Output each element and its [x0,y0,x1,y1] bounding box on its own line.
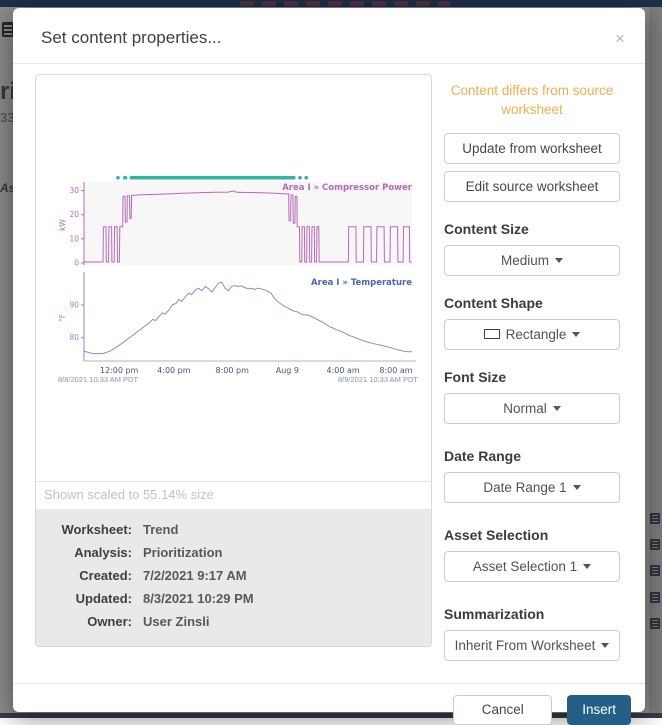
chart-end-timestamp: 8/9/2021 10:33 AM PDT [338,375,418,384]
svg-text:30: 30 [69,186,79,195]
background-tool-icon [650,513,660,524]
meta-row-worksheet: Worksheet: Trend [36,518,431,541]
meta-row-created: Created: 7/2/2021 9:17 AM [36,564,431,587]
background-tool-icon [650,618,660,629]
meta-value: 7/2/2021 9:17 AM [143,564,247,587]
edit-source-worksheet-button[interactable]: Edit source worksheet [444,171,620,202]
meta-row-updated: Updated: 8/3/2021 10:29 PM [36,587,431,610]
date-range-field: Date Range Date Range 1 [444,448,620,503]
caret-down-icon [601,643,609,648]
date-range-label: Date Range [444,448,620,464]
content-differs-warning: Content differs from source worksheet [448,82,616,120]
insert-button[interactable]: Insert [567,695,631,725]
font-size-field: Font Size Normal [444,369,620,424]
background-tool-icon [650,565,660,576]
chart-start-timestamp: 8/8/2021 10:33 AM PDT [58,375,138,384]
svg-text:Aug 9: Aug 9 [276,366,299,375]
meta-label: Worksheet: [36,518,143,541]
meta-value: Trend [143,518,178,541]
caret-down-icon [553,406,561,411]
preview-chart-temperature: 80 90°F 12:00 pm 4:00 pm 8:00 pm Aug 9 4:00 am… [58,269,418,379]
meta-row-analysis: Analysis: Prioritization [36,541,431,564]
meta-value: 8/3/2021 10:29 PM [143,587,254,610]
content-size-label: Content Size [444,221,620,237]
summarization-value: Inherit From Worksheet [455,638,596,653]
content-size-value: Medium [501,253,549,268]
caret-down-icon [572,332,580,337]
content-shape-dropdown[interactable]: Rectangle [444,319,620,350]
caret-down-icon [573,485,581,490]
rectangle-icon [484,329,500,339]
dialog-header: Set content properties... × [13,8,645,64]
caret-down-icon [555,258,563,263]
content-shape-label: Content Shape [444,295,620,311]
caret-down-icon [583,564,591,569]
meta-label: Updated: [36,587,143,610]
worksheet-metadata-panel: Worksheet: Trend Analysis: Prioritizatio… [36,509,431,646]
content-shape-value: Rectangle [506,327,567,342]
asset-selection-label: Asset Selection [444,527,620,543]
content-preview: 0 10 20 30 kW Area I » Compressor Power 80 90°… [35,74,432,647]
svg-text:°F: °F [58,314,67,322]
chart-time-range: 8/8/2021 10:33 AM PDT 8/9/2021 10:33 AM … [58,375,418,384]
close-icon[interactable]: × [615,30,625,47]
preview-chart-area: 0 10 20 30 kW Area I » Compressor Power 80 90°… [36,75,431,481]
svg-text:4:00 pm: 4:00 pm [157,366,191,375]
content-size-field: Content Size Medium [444,221,620,276]
meta-label: Owner: [36,610,143,633]
content-shape-field: Content Shape Rectangle [444,295,620,350]
svg-text:kW: kW [58,219,67,231]
summarization-field: Summarization Inherit From Worksheet [444,606,620,661]
content-size-dropdown[interactable]: Medium [444,245,620,276]
meta-label: Created: [36,564,143,587]
svg-text:Area I » Compressor Power: Area I » Compressor Power [282,183,413,193]
meta-row-owner: Owner: User Zinsli [36,610,431,633]
summarization-dropdown[interactable]: Inherit From Worksheet [444,630,620,661]
font-size-dropdown[interactable]: Normal [444,393,620,424]
background-breadcrumb-hint [240,1,450,6]
background-top-bar [0,0,662,7]
meta-value: User Zinsli [143,610,209,633]
scale-note: Shown scaled to 55.14% size [36,481,431,509]
date-range-dropdown[interactable]: Date Range 1 [444,472,620,503]
asset-selection-field: Asset Selection Asset Selection 1 [444,527,620,582]
asset-selection-value: Asset Selection 1 [473,559,577,574]
svg-text:Area I » Temperature: Area I » Temperature [311,278,412,288]
set-content-properties-dialog: Set content properties... × 0 10 20 30 kW Are… [13,8,645,712]
svg-text:90: 90 [69,300,79,309]
summarization-label: Summarization [444,606,620,622]
svg-text:10: 10 [69,234,79,243]
svg-text:0: 0 [74,259,79,268]
dialog-title: Set content properties... [41,28,617,48]
svg-text:8:00 pm: 8:00 pm [216,366,250,375]
svg-text:20: 20 [69,210,79,219]
svg-text:4:00 am: 4:00 am [327,366,360,375]
cancel-button[interactable]: Cancel [453,695,552,725]
meta-label: Analysis: [36,541,143,564]
background-tool-strip [649,7,662,713]
svg-text:12:00 pm: 12:00 pm [100,366,139,375]
update-from-worksheet-button[interactable]: Update from worksheet [444,133,620,164]
asset-selection-dropdown[interactable]: Asset Selection 1 [444,551,620,582]
background-tool-icon [650,592,660,603]
preview-chart-compressor-power: 0 10 20 30 kW Area I » Compressor Power [58,171,418,269]
font-size-label: Font Size [444,369,620,385]
meta-value: Prioritization [143,541,222,564]
dialog-body: 0 10 20 30 kW Area I » Compressor Power 80 90°… [13,64,645,661]
content-options-panel: Content differs from source worksheet Up… [444,74,620,661]
dialog-footer: Cancel Insert [13,683,645,725]
svg-text:8:00 am: 8:00 am [379,366,412,375]
font-size-value: Normal [503,401,547,416]
date-range-value: Date Range 1 [483,480,566,495]
background-tool-icon [650,539,660,550]
svg-text:80: 80 [69,333,79,342]
